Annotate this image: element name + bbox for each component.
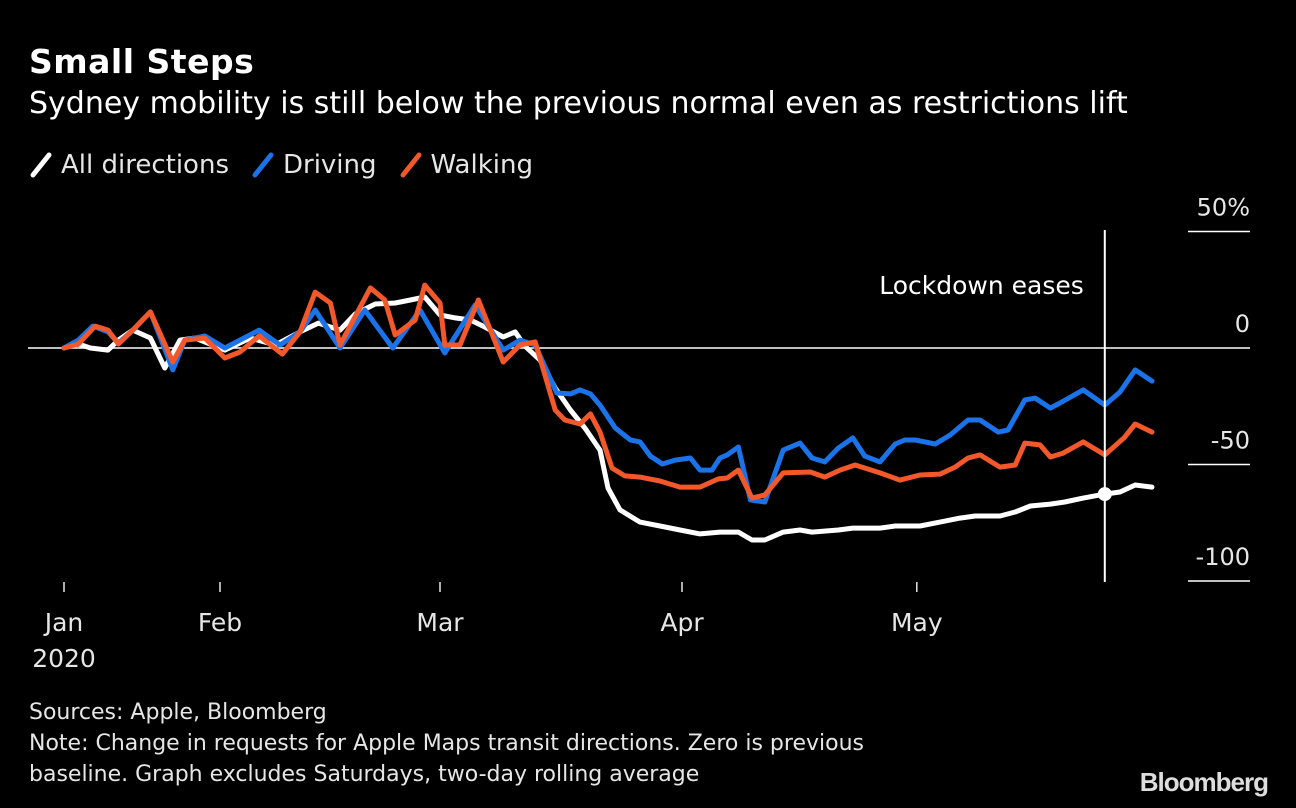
note-line-2: baseline. Graph excludes Saturdays, two-…: [29, 762, 700, 787]
series-line-walking: [61, 282, 1155, 501]
legend-item-driving: Driving: [251, 150, 377, 180]
y-tick-label: 0: [1235, 310, 1250, 338]
y-tick-label: 50%: [1197, 194, 1250, 222]
x-tick-label: Feb: [198, 608, 242, 637]
x-tick-sublabel: 2020: [32, 644, 96, 673]
legend-label-walking: Walking: [430, 150, 533, 180]
x-tick-label: Jan: [43, 608, 84, 637]
legend-swatch-walking: [400, 152, 422, 178]
legend-swatch-driving: [252, 152, 274, 178]
lockdown-marker-point: [1097, 487, 1112, 502]
footer-notes: Sources: Apple, Bloomberg Note: Change i…: [29, 697, 864, 790]
y-tick-label: -100: [1196, 543, 1250, 571]
note-line-1: Note: Change in requests for Apple Maps …: [29, 731, 864, 756]
legend-label-all-directions: All directions: [61, 150, 229, 180]
legend: All directions Driving Walking: [29, 150, 555, 180]
y-tick-label: -50: [1211, 427, 1250, 455]
legend-swatch-all-directions: [30, 152, 52, 178]
bloomberg-logo: Bloomberg: [1139, 767, 1269, 797]
x-tick-label: Mar: [416, 608, 464, 637]
legend-label-driving: Driving: [282, 150, 377, 180]
series-line-driving: [61, 302, 1155, 505]
legend-item-walking: Walking: [399, 150, 533, 180]
lockdown-annotation-label: Lockdown eases: [879, 271, 1084, 300]
chart-title: Small Steps: [29, 42, 255, 81]
legend-item-all-directions: All directions: [29, 150, 229, 180]
x-tick-label: May: [891, 608, 943, 637]
sources-text: Sources: Apple, Bloomberg: [29, 700, 327, 725]
chart-plot: 50% 0 -50 -100 Jan 2020 Feb Mar Apr May Lockdown …: [28, 194, 1250, 673]
chart-subtitle: Sydney mobility is still below the previ…: [29, 86, 1128, 121]
x-tick-label: Apr: [660, 608, 704, 637]
